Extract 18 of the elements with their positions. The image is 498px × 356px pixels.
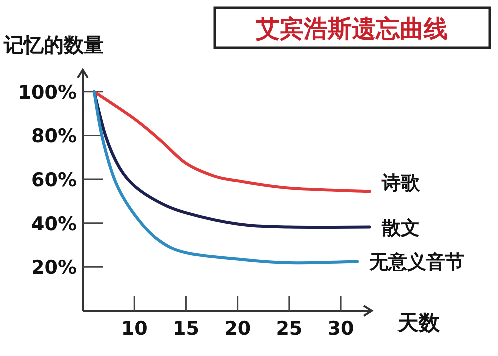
chart-title: 艾宾浩斯遗忘曲线 — [255, 15, 448, 43]
x-tick-label: 15 — [172, 318, 200, 340]
series-label: 诗歌 — [380, 172, 421, 195]
x-tick-label: 20 — [224, 318, 252, 340]
y-tick-label: 100% — [18, 82, 77, 104]
y-tick-label: 20% — [32, 257, 77, 280]
x-axis-title: 天数 — [397, 311, 441, 335]
y-tick-label: 60% — [32, 170, 77, 192]
line-series — [92, 90, 360, 265]
series-label: 散文 — [380, 217, 420, 240]
series-label: 无意义音节 — [368, 252, 465, 274]
line-series — [92, 90, 372, 194]
y-axis-title: 记忆的数量 — [3, 33, 104, 57]
x-tick-label: 30 — [328, 318, 354, 340]
x-tick-label: 10 — [121, 318, 148, 340]
y-tick-label: 40% — [32, 213, 77, 236]
y-tick-label: 80% — [32, 126, 77, 148]
x-tick-label: 25 — [276, 318, 303, 340]
